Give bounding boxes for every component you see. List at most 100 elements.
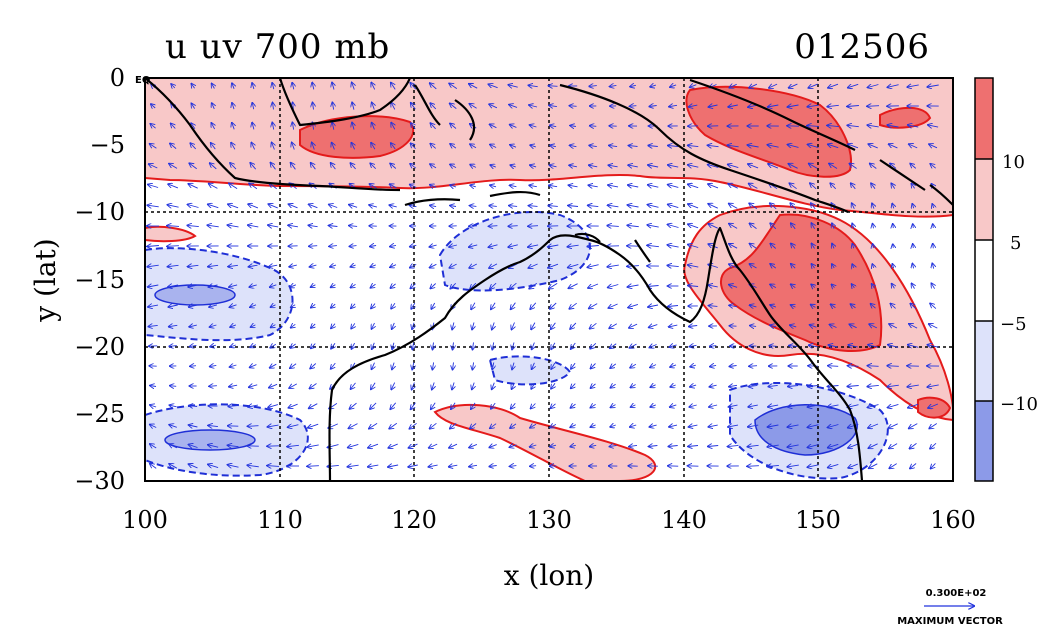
wind-vector [409,444,418,448]
wind-vector [490,124,497,127]
wind-vector [390,284,396,288]
wind-vector [590,322,597,328]
wind-vector [472,382,474,390]
wind-vector [331,324,335,329]
wind-vector [313,103,314,110]
wind-vector [909,423,918,429]
wind-vector [590,425,596,427]
wind-vector [867,106,880,107]
wind-vector [807,105,819,107]
wind-vector [247,465,259,467]
wind-vector [589,145,597,146]
x-axis-ticks: 100 110 120 130 140 150 160 [122,506,976,534]
wind-vector [510,145,517,147]
wind-vector [610,85,617,86]
wind-vector [430,103,437,110]
wind-vector [270,364,277,368]
wind-vector [668,306,679,307]
wind-vector [410,284,416,289]
wind-vector [929,144,938,148]
wind-vector [371,304,375,309]
wind-vector [188,265,199,266]
wind-vector [249,265,258,267]
wind-vector [610,425,616,427]
wind-vector [709,306,718,307]
wind-vector [591,363,596,369]
wind-vector [827,125,839,126]
strong-negative-fill [154,284,858,456]
wind-vector [250,305,257,307]
wind-vector [532,362,535,369]
wind-vector [208,265,219,266]
wind-vector [189,406,198,407]
wind-vector [827,105,839,106]
timestamp-label: 012506 [794,27,930,67]
wind-vector [307,445,319,447]
wind-vector [609,323,618,329]
wind-vector [469,84,478,89]
wind-vector [430,283,437,289]
x-tick-150: 150 [795,506,841,534]
wind-vector [867,366,879,367]
wind-vector [288,404,298,408]
wind-vector [787,465,799,467]
wind-vector [372,342,375,349]
wind-vector [708,425,718,427]
wind-vector [450,103,457,109]
wind-vector [251,325,256,327]
wind-vector [851,304,856,308]
wind-vector [332,122,334,130]
wind-vector [390,265,397,268]
wind-vector [767,145,779,147]
wind-vector [508,85,518,87]
wind-vector [808,405,819,407]
wind-vector [509,206,518,207]
wind-vector [667,265,679,266]
wind-vector [370,246,377,247]
wind-vector [830,325,837,328]
wind-vector [187,225,199,226]
wind-vector [433,342,434,350]
wind-vector [932,204,933,208]
wind-vector [548,245,559,247]
wind-vector [471,302,475,310]
wind-vector [489,263,498,268]
wind-vector [848,424,859,427]
wind-vector [331,343,335,348]
wind-vector [750,326,757,327]
wind-vector [852,224,854,229]
wind-vector [628,185,639,187]
wind-vector [668,225,679,228]
wind-vector [589,303,598,309]
wind-vector [249,183,258,190]
wind-vector [170,386,177,387]
wind-vector [788,105,799,107]
wind-vector [667,245,679,247]
wind-vector [650,405,656,407]
wind-vector [190,345,197,346]
x-tick-160: 160 [930,506,976,534]
wind-vector [587,246,599,247]
wind-vector [469,465,478,466]
wind-vector [232,103,234,110]
wind-vector [347,465,359,467]
wind-vector [491,302,495,310]
wind-vector [829,345,838,347]
wind-vector [450,164,457,167]
wind-vector [870,164,877,169]
wind-vector [210,345,217,347]
wind-vector [349,423,358,429]
wind-vector [390,164,397,169]
wind-vector [889,144,898,148]
wind-vector [349,205,358,208]
colorbar-bin-ltm10 [975,401,993,481]
wind-vector [788,386,799,387]
wind-vector [167,226,180,227]
wind-vector [211,123,214,130]
wind-vector [828,464,839,467]
wind-vector [891,183,894,189]
wind-vector [228,465,239,467]
wind-vector [728,105,738,107]
wind-vector [888,345,899,348]
wind-vector [351,304,355,308]
